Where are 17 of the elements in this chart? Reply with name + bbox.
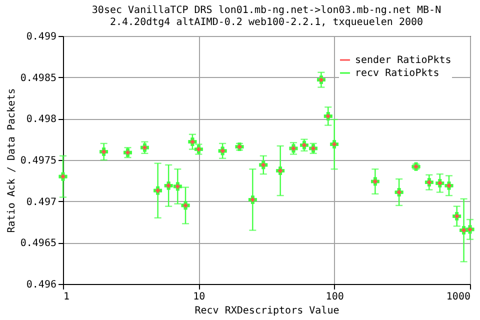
x-tick-label: 1000 bbox=[446, 292, 470, 302]
y-axis-title: Ratio Ack / Data Packets bbox=[6, 88, 18, 233]
y-tick-label: 0.4965 bbox=[20, 238, 56, 250]
y-tick-label: 0.499 bbox=[26, 32, 56, 42]
legend-label: sender RatioPkts bbox=[355, 55, 452, 66]
y-tick-label: 0.496 bbox=[26, 280, 56, 290]
text: 30sec VanillaTCP DRS lon01.mb-ng.net->lon03.mb-ng.net MB-N bbox=[92, 5, 442, 16]
x-axis-title: Recv RXDescriptors Value bbox=[194, 306, 340, 316]
y-tick-label: 0.497 bbox=[26, 196, 56, 208]
x-tick-label: 10 bbox=[193, 292, 206, 302]
x-tick-label: 100 bbox=[326, 292, 344, 302]
text: 2.4.20dtg4 altAIMD-0.2 web100-2.2.1, txqueuelen 2000 bbox=[110, 17, 424, 28]
legend-label: recv RatioPkts bbox=[355, 68, 440, 79]
x-tick-label: 1 bbox=[64, 292, 70, 302]
y-tick-label: 0.4985 bbox=[20, 72, 56, 84]
y-tick-label: 0.4975 bbox=[20, 156, 56, 166]
y-tick-label: 0.498 bbox=[26, 114, 56, 126]
